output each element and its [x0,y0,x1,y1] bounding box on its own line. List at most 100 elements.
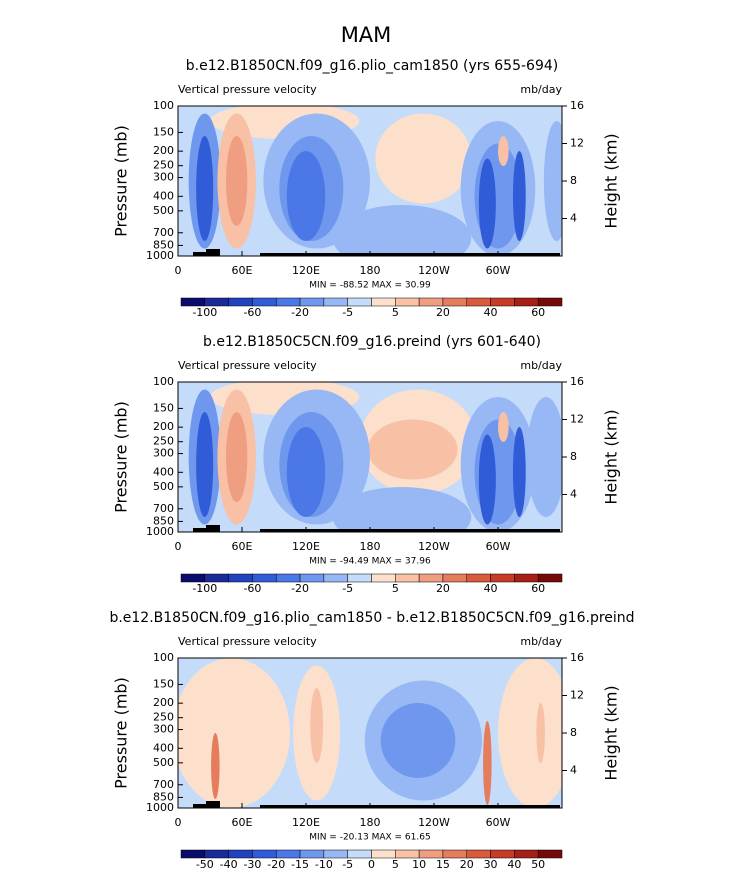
contour-field [178,106,562,256]
x-tick-label: 0 [175,816,182,829]
y-tick-label: 250 [153,711,174,724]
colorbar-box [490,573,515,583]
field-region [286,151,326,241]
field-region [512,151,526,241]
colorbar-box [347,573,372,583]
colorbar-label: 15 [436,858,450,871]
x-tick-label: 120E [292,540,320,553]
y-tick-label: 100 [153,375,174,388]
colorbar-box [418,849,444,859]
field-region [380,703,456,778]
colorbar-box [490,849,515,859]
y-tick-label: 200 [153,696,174,709]
field-region [498,412,509,442]
colorbar-label: 30 [484,858,498,871]
y2-tick-label: 12 [570,137,584,150]
y-tick-label: 700 [153,502,174,515]
field-region [226,412,248,502]
field-region [196,136,214,241]
colorbar-box [276,573,301,583]
field-region [211,733,220,799]
y-axis-label: Pressure (mb) [112,401,131,513]
colorbar-label: 60 [531,306,545,319]
colorbar-box [228,573,253,583]
left-label: Vertical pressure velocity [178,635,317,648]
x-tick-label: 120W [418,816,450,829]
contour-field [178,658,562,808]
colorbar-box [395,849,420,859]
colorbar-box [252,297,277,307]
x-tick-label: 0 [175,540,182,553]
colorbar-label: -5 [342,582,353,595]
topography [260,805,560,808]
colorbar-box [276,849,301,859]
colorbar-box [323,849,348,859]
y-tick-label: 850 [153,238,174,251]
colorbar-box [371,573,396,583]
y-tick-label: 400 [153,741,174,754]
field-region [498,658,562,808]
colorbar-box [466,573,491,583]
colorbar-label: 40 [484,582,498,595]
panel-title: b.e12.B1850CN.f09_g16.plio_cam1850 (yrs … [186,58,558,74]
y2-tick-label: 4 [570,764,577,777]
colorbar-box [466,849,491,859]
left-label: Vertical pressure velocity [178,359,317,372]
colorbar-box [204,573,229,583]
colorbar-box [442,573,467,583]
y-tick-label: 700 [153,778,174,791]
y2-tick-label: 16 [570,375,584,388]
colorbar-box [276,297,301,307]
x-tick-label: 120W [418,264,450,277]
x-tick-label: 60E [232,816,253,829]
y2-axis-label: Height (km) [602,133,621,228]
y-tick-label: 250 [153,435,174,448]
colorbar-box [323,573,348,583]
right-label: mb/day [520,83,562,96]
y-tick-label: 300 [153,447,174,460]
colorbar-label: -5 [342,858,353,871]
y2-tick-label: 16 [570,651,584,664]
y-tick-label: 500 [153,756,174,769]
colorbar-label: -60 [243,306,261,319]
y-tick-label: 1000 [146,525,174,538]
y-tick-label: 400 [153,465,174,478]
field-region [310,688,324,763]
right-label: mb/day [520,635,562,648]
colorbar-box [323,297,348,307]
field-region [332,205,472,256]
colorbar-label: -20 [291,306,309,319]
y-tick-label: 850 [153,514,174,527]
field-region [196,412,214,517]
colorbar-label: 40 [484,306,498,319]
y-tick-label: 150 [153,125,174,138]
y2-tick-label: 12 [570,413,584,426]
colorbar-box [252,849,277,859]
colorbar-label: 0 [368,858,375,871]
topography [193,252,211,256]
y-axis-label: Pressure (mb) [112,125,131,237]
y-tick-label: 200 [153,420,174,433]
x-tick-label: 180 [360,264,381,277]
colorbar-label: 5 [392,306,399,319]
colorbar-label: 20 [436,306,450,319]
y-tick-label: 300 [153,171,174,184]
field-region [332,487,472,532]
field-region [367,419,458,480]
y2-axis-label: Height (km) [602,409,621,504]
y-tick-label: 150 [153,401,174,414]
y-tick-label: 200 [153,144,174,157]
y2-axis-label: Height (km) [602,685,621,780]
topography [260,253,560,256]
topography [193,804,211,808]
field-region [543,121,562,241]
y-tick-label: 500 [153,204,174,217]
colorbar-label: 60 [531,582,545,595]
colorbar-box [299,573,325,583]
contour-field [178,382,562,532]
colorbar-box [395,573,420,583]
colorbar-box [537,297,563,307]
colorbar-box [180,573,206,583]
y-tick-label: 300 [153,723,174,736]
